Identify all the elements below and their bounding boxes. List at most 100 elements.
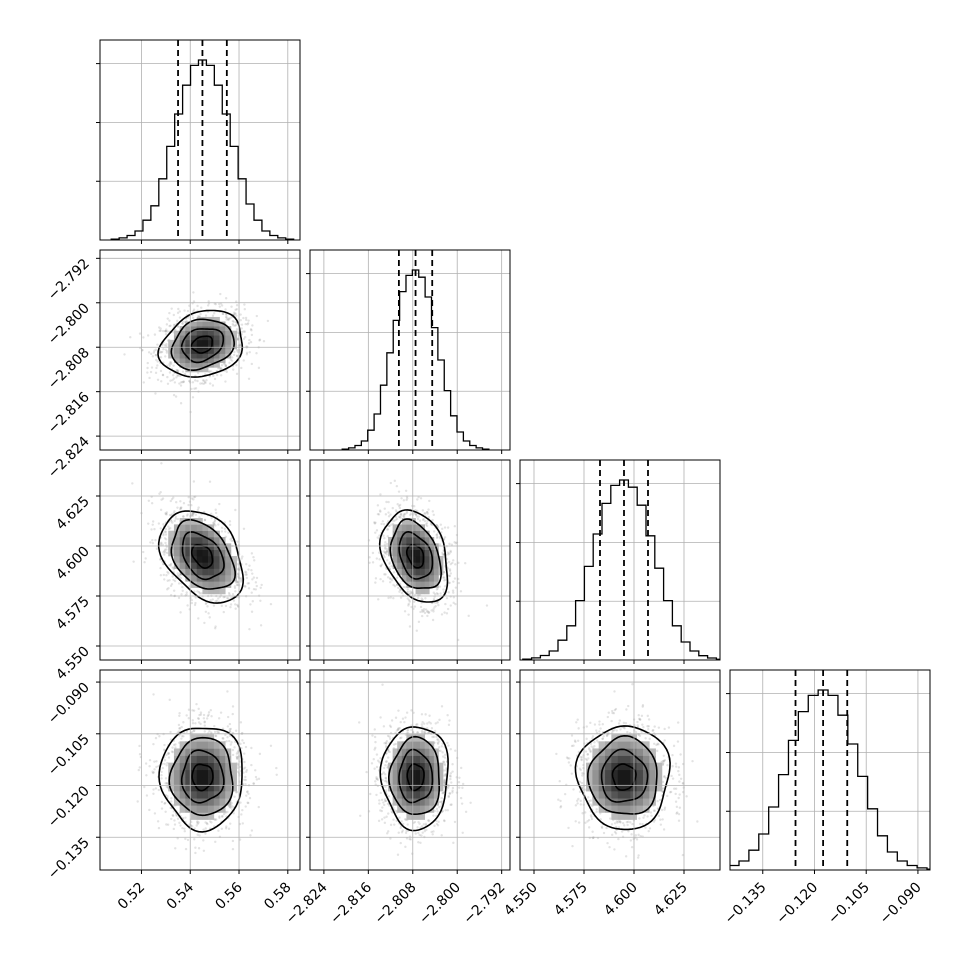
sample-point xyxy=(181,816,185,820)
sample-point xyxy=(377,513,381,516)
density-cell xyxy=(179,805,186,813)
sample-point xyxy=(373,767,376,770)
density-cell xyxy=(185,543,192,550)
sample-point xyxy=(460,802,464,805)
sample-point xyxy=(454,602,457,606)
sample-point xyxy=(407,598,411,602)
density-cell xyxy=(605,791,612,799)
sample-point xyxy=(208,616,211,619)
sample-point xyxy=(606,841,609,845)
density-cell xyxy=(208,543,215,550)
sample-point xyxy=(440,745,443,748)
sample-point xyxy=(391,506,394,510)
sample-point xyxy=(150,366,154,369)
sample-point xyxy=(404,489,408,492)
sample-point xyxy=(452,559,455,562)
contour-1.5sigma xyxy=(586,734,658,815)
sample-point xyxy=(173,579,177,583)
sample-point xyxy=(439,523,443,526)
sample-point xyxy=(406,590,410,594)
sample-point xyxy=(641,705,644,708)
sample-point xyxy=(396,502,399,506)
sample-point xyxy=(379,791,382,795)
sample-point xyxy=(435,533,439,536)
sample-point xyxy=(623,727,626,730)
sample-point xyxy=(252,576,256,579)
sample-point xyxy=(636,856,640,859)
density-cell xyxy=(219,762,226,771)
sample-point xyxy=(129,336,132,339)
density-cell xyxy=(605,769,612,778)
sample-point xyxy=(627,820,630,823)
sample-point xyxy=(438,536,442,540)
density-cell xyxy=(179,353,186,359)
x-tick-label: −0.090 xyxy=(877,880,925,928)
sample-point xyxy=(178,714,181,718)
sample-point xyxy=(435,536,439,540)
sample-point xyxy=(461,786,464,790)
sample-point xyxy=(427,508,430,511)
density-cell xyxy=(208,762,215,771)
sample-point xyxy=(161,373,165,377)
sample-point xyxy=(163,578,166,581)
sample-point xyxy=(154,348,158,351)
sample-point xyxy=(195,824,198,827)
sample-point xyxy=(609,817,612,820)
sample-point xyxy=(166,823,170,826)
sample-point xyxy=(375,777,378,781)
sample-point xyxy=(235,349,239,352)
density-cell xyxy=(173,530,180,538)
sample-point xyxy=(397,515,401,518)
sample-point xyxy=(186,309,190,313)
sample-point xyxy=(209,709,212,712)
density-cell xyxy=(230,769,237,778)
density-cell xyxy=(213,776,220,785)
density-cell xyxy=(433,581,439,588)
sample-point xyxy=(193,827,196,830)
sample-point xyxy=(656,799,659,803)
density-cell xyxy=(185,741,192,749)
sample-point xyxy=(619,820,622,824)
density-cell xyxy=(392,556,398,563)
density-cell xyxy=(401,784,407,792)
sample-point xyxy=(398,816,401,819)
sample-point xyxy=(670,774,673,778)
sample-point xyxy=(399,596,403,599)
sample-point xyxy=(440,613,444,616)
sample-point xyxy=(576,799,579,803)
sample-point xyxy=(398,503,402,507)
sample-point xyxy=(166,382,170,385)
sample-point xyxy=(143,785,146,789)
density-cell xyxy=(636,769,644,778)
sample-point xyxy=(446,551,450,554)
sample-point xyxy=(123,353,126,356)
y-tick-label: 4.550 xyxy=(53,644,93,684)
density-cell xyxy=(410,537,416,544)
density-cell xyxy=(202,755,209,763)
density-cell xyxy=(185,769,192,778)
density-cell xyxy=(196,762,203,771)
sample-point xyxy=(375,557,379,560)
sample-point xyxy=(224,530,227,533)
sample-point xyxy=(190,503,193,507)
sample-point xyxy=(580,758,583,761)
density-cell xyxy=(202,362,209,368)
sample-point xyxy=(144,762,148,765)
sample-point xyxy=(430,727,434,730)
sample-point xyxy=(154,392,157,395)
sample-point xyxy=(437,603,440,607)
density-cell xyxy=(173,776,180,785)
sample-point xyxy=(422,517,425,521)
density-cell xyxy=(420,568,426,576)
sample-point xyxy=(248,796,252,800)
sample-point xyxy=(457,638,460,642)
density-cell xyxy=(401,537,407,544)
density-cell xyxy=(617,734,625,742)
sample-point xyxy=(388,577,392,580)
sample-point xyxy=(178,310,182,313)
density-cell xyxy=(219,798,226,806)
sample-point xyxy=(257,777,261,781)
sample-point xyxy=(244,585,247,588)
sample-point xyxy=(184,816,187,819)
sample-point xyxy=(248,564,251,567)
